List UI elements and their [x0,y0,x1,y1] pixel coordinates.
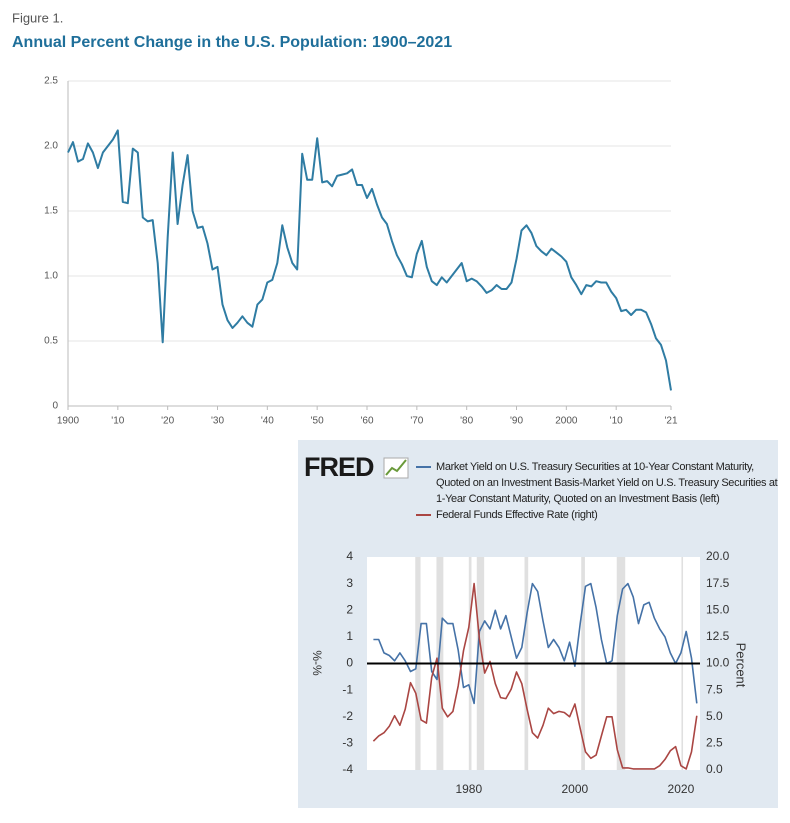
y2-tick-label: 17.5 [706,576,730,590]
legend-label: Federal Funds Effective Rate (right) [436,509,598,521]
x-tick-label: '70 [410,416,423,427]
y-tick-label: 1.5 [44,206,58,217]
y2-tick-label: 12.5 [706,629,730,643]
legend-entry: Federal Funds Effective Rate (right) [416,507,778,523]
y2-tick-label: 15.0 [706,602,730,616]
legend: Market Yield on U.S. Treasury Securities… [416,459,778,523]
x-tick-label: 2020 [668,782,695,796]
fred-logo: FRED [304,452,374,482]
y-tick-label: 2.0 [44,141,58,152]
x-tick-label: '40 [261,416,274,427]
x-tick-label: '60 [360,416,373,427]
chart-title: Annual Percent Change in the U.S. Popula… [12,34,452,51]
x-tick-label: '10 [610,416,623,427]
x-tick-label: '80 [460,416,473,427]
y2-tick-label: 7.5 [706,682,723,696]
legend-swatch [416,466,431,468]
legend-label: Market Yield on U.S. Treasury Securities… [436,461,778,505]
y-tick-label: 2 [346,602,353,616]
x-tick-label: 2000 [555,416,578,427]
x-tick-label: '10 [111,416,124,427]
y2-tick-label: 0.0 [706,762,723,776]
y-tick-label: 3 [346,576,353,590]
x-tick-label: '30 [211,416,224,427]
y-tick-label: -3 [342,736,353,750]
series-line [67,129,672,391]
x-tick-label: 1980 [455,782,482,796]
x-tick-label: '20 [161,416,174,427]
y-tick-label: 4 [346,549,353,563]
x-tick-label: 2000 [562,782,589,796]
x-tick-label: 1900 [57,416,80,427]
y2-tick-label: 10.0 [706,656,730,670]
y-axis-label: %-% [310,650,324,676]
y-tick-label: 0.5 [44,336,58,347]
y2-tick-label: 5.0 [706,709,723,723]
y2-tick-label: 20.0 [706,549,730,563]
y-tick-label: -4 [342,762,353,776]
figure-label: Figure 1. [12,10,63,25]
y2-axis-label: Percent [734,643,749,688]
y2-tick-label: 2.5 [706,736,723,750]
series-line [373,582,698,705]
x-tick-label: '21 [664,416,677,427]
y-tick-label: 0 [52,401,58,412]
x-tick-label: '90 [510,416,523,427]
y-tick-label: 1 [346,629,353,643]
legend-swatch [416,514,431,516]
legend-entry: Market Yield on U.S. Treasury Securities… [416,459,778,507]
y-tick-label: 0 [346,656,353,670]
legend: Market Yield on U.S. Treasury Securities… [416,459,778,523]
y-tick-label: 1.0 [44,271,58,282]
y-tick-label: 2.5 [44,76,58,87]
x-tick-label: '50 [311,416,324,427]
y-tick-label: -2 [342,709,353,723]
y-tick-label: -1 [342,682,353,696]
series-line [372,582,698,770]
fred-icon [383,457,409,479]
